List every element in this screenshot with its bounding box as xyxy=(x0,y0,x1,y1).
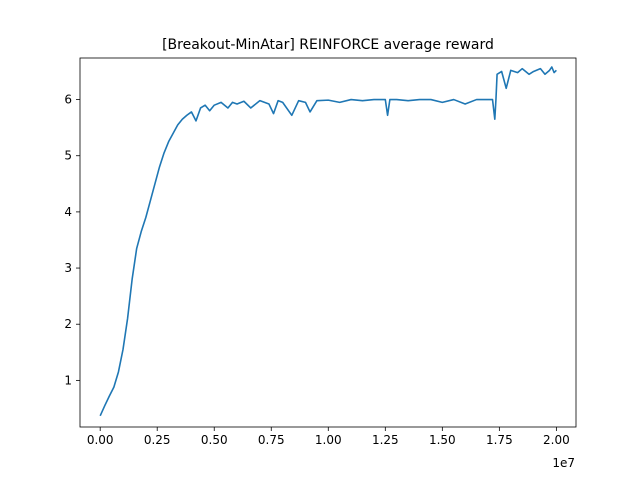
chart-title: [Breakout-MinAtar] REINFORCE average rew… xyxy=(162,37,494,53)
x-tick-label: 0.75 xyxy=(258,433,285,447)
series-line-0 xyxy=(99,66,557,417)
y-tick-label: 4 xyxy=(64,205,72,219)
x-tick-label: 0.25 xyxy=(144,433,171,447)
y-axis: 1 2 3 4 5 6 xyxy=(64,93,80,387)
plot-area xyxy=(79,57,577,428)
y-tick-label: 1 xyxy=(64,373,72,387)
x-tick-label: 0.00 xyxy=(87,433,114,447)
y-tick-label: 5 xyxy=(64,149,72,163)
y-tick-label: 6 xyxy=(64,93,72,107)
y-tick-label: 3 xyxy=(64,261,72,275)
x-offset-label: 1e7 xyxy=(552,456,575,470)
x-tick-label: 0.50 xyxy=(201,433,228,447)
x-tick-label: 1.00 xyxy=(315,433,342,447)
x-tick-label: 1.25 xyxy=(372,433,399,447)
y-tick-label: 2 xyxy=(64,317,72,331)
x-tick-label: 1.75 xyxy=(486,433,513,447)
x-axis: 0.00 0.25 0.50 0.75 1.00 1.25 1.50 1.75 2.00 xyxy=(87,427,570,447)
x-tick-label: 1.50 xyxy=(429,433,456,447)
axes-frame xyxy=(79,57,577,428)
x-tick-label: 2.00 xyxy=(543,433,570,447)
